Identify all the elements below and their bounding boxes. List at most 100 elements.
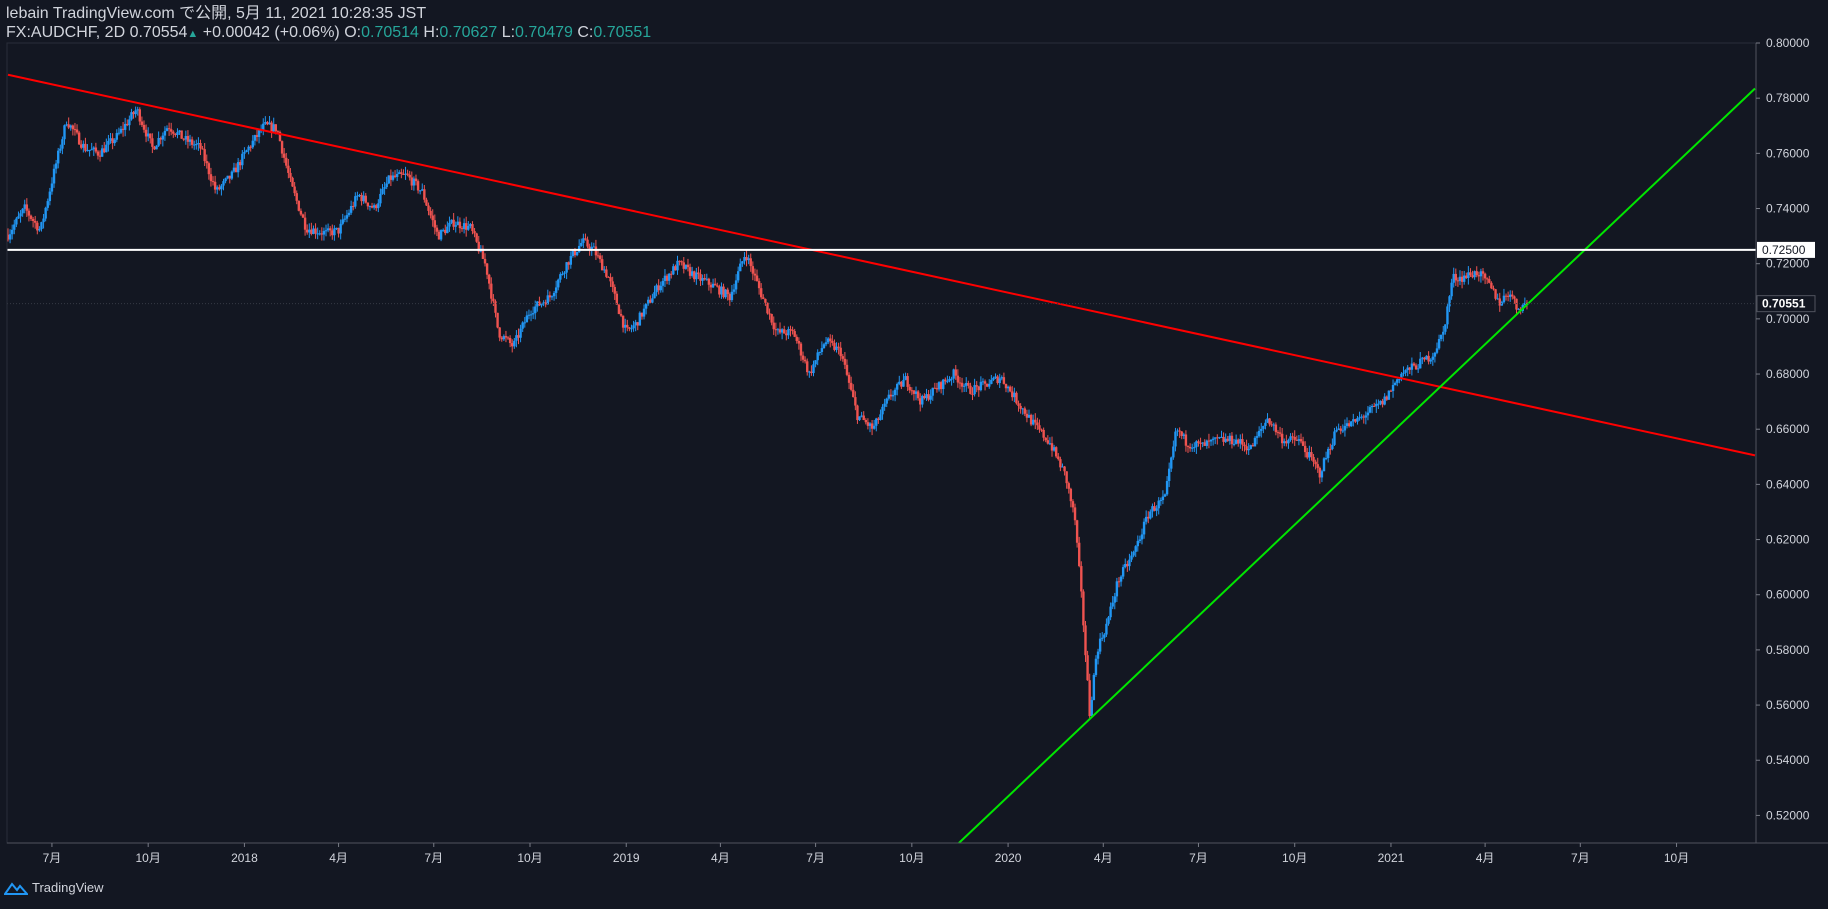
- candle: [241, 153, 244, 166]
- candle: [960, 382, 964, 387]
- candle: [431, 215, 434, 221]
- candle: [962, 385, 966, 387]
- candle: [444, 229, 447, 234]
- candle: [1098, 638, 1102, 652]
- candle: [82, 143, 85, 148]
- candle: [341, 219, 344, 224]
- candle: [239, 162, 242, 166]
- candle: [1061, 466, 1064, 468]
- candle: [575, 251, 579, 256]
- candle: [483, 258, 487, 264]
- candle: [1029, 414, 1033, 425]
- candle: [919, 398, 922, 405]
- candle: [513, 340, 516, 347]
- candle: [785, 333, 788, 336]
- candle: [464, 223, 468, 230]
- candle: [607, 276, 610, 278]
- candle: [389, 175, 393, 180]
- candle: [833, 342, 836, 350]
- candle: [1031, 419, 1035, 425]
- candle: [734, 280, 738, 290]
- candle: [657, 285, 660, 291]
- candle: [31, 218, 35, 221]
- candle: [994, 376, 997, 378]
- candle: [1517, 308, 1520, 310]
- candle: [1230, 435, 1234, 445]
- candle: [548, 295, 552, 298]
- candle: [1094, 658, 1098, 675]
- candle: [835, 346, 838, 350]
- candle: [253, 135, 257, 141]
- candle: [636, 322, 639, 326]
- candle: [454, 225, 457, 227]
- candle: [111, 138, 114, 144]
- candle: [1364, 415, 1368, 418]
- candle: [425, 199, 428, 206]
- candle: [42, 218, 45, 223]
- candle: [534, 306, 537, 314]
- candle: [571, 250, 575, 257]
- open-label: O:: [344, 24, 362, 41]
- candle: [1224, 438, 1227, 442]
- candle: [429, 210, 432, 216]
- candle: [462, 223, 466, 230]
- candle: [146, 133, 150, 137]
- candle: [113, 139, 116, 144]
- candle: [981, 381, 985, 383]
- candle: [1203, 442, 1206, 446]
- candle: [996, 376, 999, 384]
- candle: [1124, 563, 1127, 568]
- candle: [293, 186, 296, 194]
- candle: [1396, 379, 1399, 383]
- candle: [839, 347, 842, 357]
- candle: [546, 295, 549, 305]
- candle: [910, 390, 914, 392]
- candle: [1446, 306, 1449, 325]
- candle: [1383, 396, 1386, 405]
- candle: [383, 187, 386, 189]
- candle: [672, 266, 675, 275]
- candle: [134, 110, 137, 115]
- candle: [1075, 520, 1079, 543]
- candles: [6, 106, 1529, 719]
- candle: [925, 394, 928, 399]
- candle: [801, 355, 805, 360]
- candle: [1159, 500, 1163, 502]
- high-value: 0.70627: [439, 24, 498, 41]
- candle: [1350, 421, 1353, 427]
- candle: [6, 234, 10, 240]
- candle: [1004, 383, 1008, 389]
- candle: [1067, 483, 1070, 489]
- candle: [1452, 273, 1455, 283]
- candle: [180, 130, 183, 139]
- candle: [475, 233, 478, 242]
- candle: [849, 382, 853, 390]
- candle: [906, 376, 909, 387]
- candle: [544, 302, 547, 305]
- candle: [998, 378, 1001, 384]
- candle: [230, 171, 234, 179]
- candle: [580, 242, 583, 246]
- candle: [211, 181, 215, 183]
- candle: [1205, 440, 1209, 446]
- candle: [1138, 539, 1142, 541]
- candle: [80, 144, 83, 148]
- candle: [887, 394, 891, 399]
- candle: [226, 175, 229, 179]
- candle: [1251, 445, 1255, 447]
- candle: [1442, 331, 1445, 335]
- candle: [400, 172, 403, 175]
- candle: [559, 274, 562, 280]
- candle: [107, 140, 110, 145]
- candle: [973, 385, 976, 395]
- chart-header: lebain TradingView.com で公開, 5月 11, 2021 …: [6, 4, 651, 44]
- candle: [550, 296, 554, 298]
- candle: [699, 274, 702, 281]
- candle: [1142, 521, 1146, 535]
- candle: [370, 206, 374, 208]
- candle: [747, 258, 750, 261]
- candle: [1467, 272, 1470, 279]
- candle: [1176, 430, 1179, 432]
- y-tick-label: 0.78000: [1766, 91, 1810, 105]
